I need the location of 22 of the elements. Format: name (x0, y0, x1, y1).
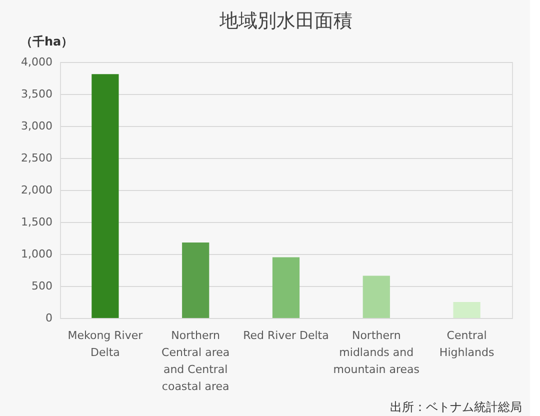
y-axis-title: （千ha） (20, 34, 74, 48)
y-tick-label: 0 (46, 312, 52, 324)
bar (453, 302, 480, 318)
y-tick-label: 1,500 (21, 216, 52, 228)
y-tick-label: 3,000 (21, 120, 52, 132)
bar (182, 242, 210, 318)
x-tick-label: Northern midlands and mountain areas (333, 329, 420, 376)
y-tick-label: 500 (32, 280, 52, 292)
bar (362, 276, 390, 318)
y-tick-label: 2,500 (21, 152, 52, 164)
y-tick-label: 2,000 (21, 184, 52, 196)
x-tick-label: Northern Central area and Central coastal area (162, 329, 230, 393)
bar (272, 257, 300, 318)
y-tick-label: 4,000 (21, 56, 52, 68)
x-tick-label: Central Highlands (439, 329, 494, 359)
y-tick-label: 3,500 (21, 88, 52, 100)
bar (92, 74, 119, 318)
chart-title: 地域別水田面積 (218, 10, 352, 32)
y-tick-label: 1,000 (21, 248, 52, 260)
x-tick-label: Red River Delta (243, 329, 329, 342)
text: 出所：ベトナム統計総局 (390, 400, 522, 414)
x-tick-label: Mekong River Delta (68, 329, 144, 359)
